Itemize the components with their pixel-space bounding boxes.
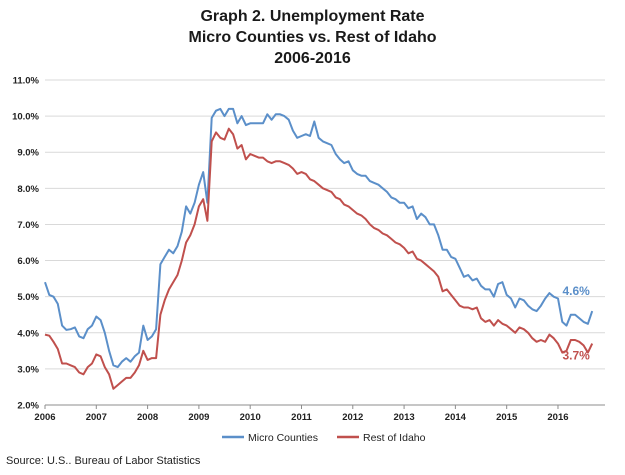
- y-tick-label: 4.0%: [17, 328, 39, 339]
- x-tick-label: 2013: [394, 412, 415, 423]
- end-label-micro-counties: 4.6%: [562, 284, 590, 298]
- chart-title-line-1: Graph 2. Unemployment Rate: [200, 8, 425, 25]
- x-tick-label: 2009: [188, 412, 209, 423]
- x-tick-label: 2015: [496, 412, 518, 423]
- chart-title: Graph 2. Unemployment Rate Micro Countie…: [0, 6, 625, 69]
- y-tick-label: 2.0%: [17, 401, 39, 412]
- y-tick-label: 9.0%: [17, 148, 39, 159]
- series-line-rest-of-idaho: [44, 127, 594, 390]
- x-tick-label: 2006: [34, 412, 55, 423]
- x-axis-ticks: 2006 2007 2008 2009 2010 2011 2012 2013 2014 2015…: [34, 405, 569, 423]
- x-tick-label: 2012: [342, 412, 363, 423]
- x-tick-label: 2008: [137, 412, 158, 423]
- y-axis-ticks: 2.0% 3.0% 4.0% 5.0% 6.0% 7.0% 8.0% 9.0% 10.0% 11.…: [12, 76, 39, 412]
- end-labels: 4.6% 3.7%: [562, 284, 590, 363]
- series-line-micro-counties: [44, 107, 594, 369]
- chart-legend: Micro Counties Rest of Idaho: [222, 432, 426, 444]
- source-note: Source: U.S.. Bureau of Labor Statistics: [6, 455, 201, 467]
- y-tick-label: 3.0%: [17, 364, 39, 375]
- legend-label-micro-counties: Micro Counties: [248, 432, 318, 444]
- y-tick-label: 10.0%: [12, 112, 39, 123]
- y-tick-label: 11.0%: [13, 76, 40, 87]
- x-tick-label: 2014: [445, 412, 467, 423]
- chart-title-line-2: Micro Counties vs. Rest of Idaho: [188, 29, 437, 46]
- x-tick-label: 2016: [547, 412, 568, 423]
- x-tick-label: 2011: [291, 412, 312, 423]
- y-tick-label: 5.0%: [17, 292, 39, 303]
- series-lines: [44, 107, 594, 390]
- legend-label-rest-of-idaho: Rest of Idaho: [363, 432, 426, 444]
- y-tick-label: 8.0%: [17, 184, 39, 195]
- chart-title-line-3: 2006-2016: [274, 50, 351, 67]
- x-tick-label: 2007: [86, 412, 107, 423]
- x-tick-label: 2010: [240, 412, 261, 423]
- gridlines: [45, 79, 605, 406]
- end-label-rest-of-idaho: 3.7%: [562, 349, 590, 363]
- y-tick-label: 7.0%: [17, 220, 39, 231]
- y-tick-label: 6.0%: [17, 256, 39, 267]
